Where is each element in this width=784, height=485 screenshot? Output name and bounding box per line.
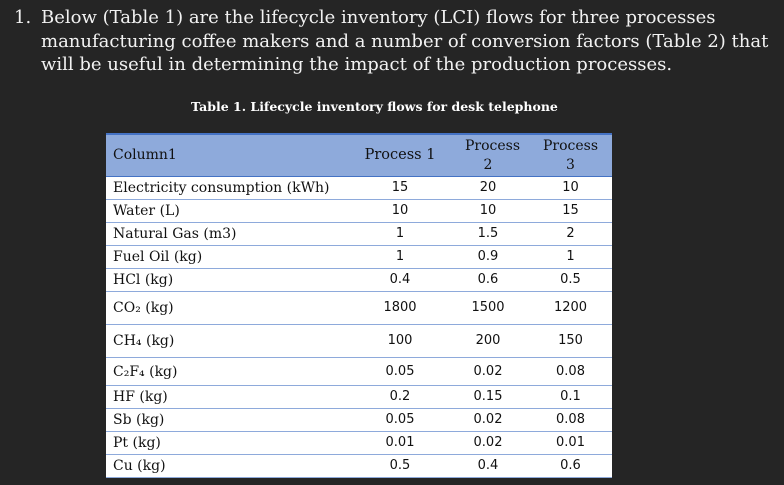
cell-process-1: 0.4 bbox=[353, 268, 447, 292]
cell-process-3: 0.08 bbox=[529, 357, 612, 386]
table-row: Cu (kg) 0.5 0.4 0.6 bbox=[106, 454, 612, 478]
cell-process-1: 0.05 bbox=[353, 408, 447, 432]
cell-process-3: 0.01 bbox=[529, 431, 612, 455]
table-row: Sb (kg) 0.05 0.02 0.08 bbox=[106, 408, 612, 432]
table-row: Natural Gas (m3) 1 1.5 2 bbox=[106, 222, 612, 246]
cell-process-3: 0.08 bbox=[529, 408, 612, 432]
row-label: C₂F₄ (kg) bbox=[106, 357, 353, 386]
cell-process-2: 10 bbox=[447, 199, 529, 223]
cell-process-2: 1.5 bbox=[447, 222, 529, 246]
row-label: HF (kg) bbox=[106, 385, 353, 409]
row-label: Cu (kg) bbox=[106, 454, 353, 478]
header-row: Column1 Process 1 Process 2 Process 3 bbox=[106, 133, 612, 177]
cell-process-3: 0.1 bbox=[529, 385, 612, 409]
cell-process-3: 0.5 bbox=[529, 268, 612, 292]
cell-process-2: 0.02 bbox=[447, 431, 529, 455]
row-label: Fuel Oil (kg) bbox=[106, 245, 353, 269]
cell-process-2: 0.9 bbox=[447, 245, 529, 269]
cell-process-2: 0.02 bbox=[447, 408, 529, 432]
table-row: CO₂ (kg) 1800 1500 1200 bbox=[106, 291, 612, 325]
cell-process-2: 1500 bbox=[447, 291, 529, 325]
cell-process-1: 1 bbox=[353, 245, 447, 269]
cell-process-1: 1 bbox=[353, 222, 447, 246]
lci-table: Column1 Process 1 Process 2 Process 3 El… bbox=[106, 133, 612, 478]
row-label: HCl (kg) bbox=[106, 268, 353, 292]
cell-process-1: 0.05 bbox=[353, 357, 447, 386]
row-label: Pt (kg) bbox=[106, 431, 353, 455]
row-label: Electricity consumption (kWh) bbox=[106, 176, 353, 200]
cell-process-1: 0.2 bbox=[353, 385, 447, 409]
table-row: Water (L) 10 10 15 bbox=[106, 199, 612, 223]
cell-process-3: 10 bbox=[529, 176, 612, 200]
cell-process-1: 10 bbox=[353, 199, 447, 223]
cell-process-3: 1 bbox=[529, 245, 612, 269]
table-row: Pt (kg) 0.01 0.02 0.01 bbox=[106, 431, 612, 455]
question-number: 1. bbox=[14, 7, 32, 28]
cell-process-2: 200 bbox=[447, 324, 529, 358]
table-row: C₂F₄ (kg) 0.05 0.02 0.08 bbox=[106, 357, 612, 386]
cell-process-2: 0.02 bbox=[447, 357, 529, 386]
cell-process-2: 0.15 bbox=[447, 385, 529, 409]
table-body: Electricity consumption (kWh) 15 20 10 W… bbox=[106, 176, 612, 478]
row-label: Sb (kg) bbox=[106, 408, 353, 432]
row-label: Natural Gas (m3) bbox=[106, 222, 353, 246]
cell-process-3: 150 bbox=[529, 324, 612, 358]
cell-process-2: 0.4 bbox=[447, 454, 529, 478]
row-label: CH₄ (kg) bbox=[106, 324, 353, 358]
table-row: HF (kg) 0.2 0.15 0.1 bbox=[106, 385, 612, 409]
lci-table-container: Column1 Process 1 Process 2 Process 3 El… bbox=[106, 133, 612, 478]
header-column1: Column1 bbox=[106, 133, 353, 177]
table-row: Fuel Oil (kg) 1 0.9 1 bbox=[106, 245, 612, 269]
cell-process-3: 2 bbox=[529, 222, 612, 246]
cell-process-1: 0.01 bbox=[353, 431, 447, 455]
row-label: CO₂ (kg) bbox=[106, 291, 353, 325]
table-header: Column1 Process 1 Process 2 Process 3 bbox=[106, 133, 612, 177]
cell-process-1: 15 bbox=[353, 176, 447, 200]
cell-process-1: 100 bbox=[353, 324, 447, 358]
question-text: Below (Table 1) are the lifecycle invent… bbox=[41, 7, 769, 75]
cell-process-3: 0.6 bbox=[529, 454, 612, 478]
cell-process-3: 15 bbox=[529, 199, 612, 223]
header-process-1: Process 1 bbox=[353, 133, 447, 177]
table-title: Table 1. Lifecycle inventory flows for d… bbox=[191, 99, 558, 114]
cell-process-3: 1200 bbox=[529, 291, 612, 325]
header-process-2: Process 2 bbox=[447, 133, 529, 177]
table-row: CH₄ (kg) 100 200 150 bbox=[106, 324, 612, 358]
cell-process-1: 1800 bbox=[353, 291, 447, 325]
header-process-3: Process 3 bbox=[529, 133, 612, 177]
table-row: Electricity consumption (kWh) 15 20 10 bbox=[106, 176, 612, 200]
cell-process-2: 20 bbox=[447, 176, 529, 200]
cell-process-2: 0.6 bbox=[447, 268, 529, 292]
cell-process-1: 0.5 bbox=[353, 454, 447, 478]
row-label: Water (L) bbox=[106, 199, 353, 223]
table-row: HCl (kg) 0.4 0.6 0.5 bbox=[106, 268, 612, 292]
